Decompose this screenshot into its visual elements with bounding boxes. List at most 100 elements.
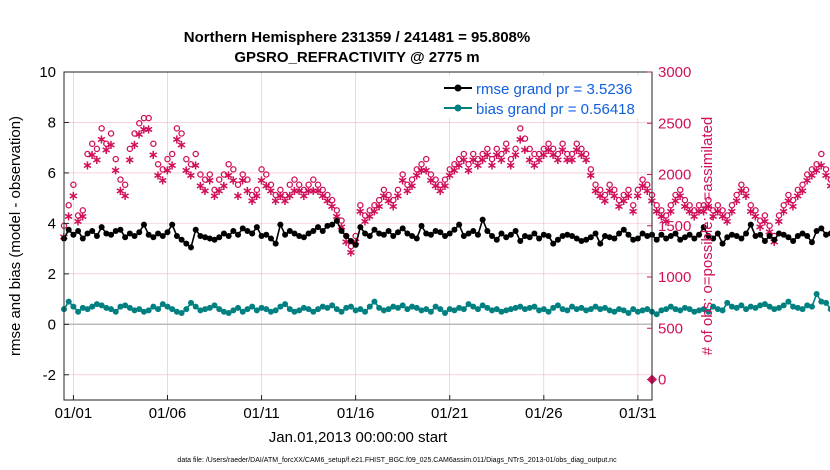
obs-possible-point [535,150,543,158]
obs-assimilated-point: ∗ [186,169,197,184]
bias-point [625,309,632,316]
right-y-tick-label-2: 1000 [658,269,691,286]
rmse-point [818,225,825,232]
bias-point [150,303,157,310]
rmse-point [540,231,547,238]
rmse-point [827,230,830,237]
rmse-point [79,235,86,242]
rmse-point [616,230,623,237]
obs-possible-point [385,191,392,199]
rmse-point [536,235,543,242]
rmse-point [70,231,77,238]
obs-possible-point [775,212,783,219]
obs-assimilated-point: ∗ [661,215,672,230]
rmse-point [315,224,322,231]
obs-possible-point [639,176,646,183]
rmse-point [202,234,209,241]
obs-possible-point [705,196,712,204]
rmse-point [366,233,373,239]
obs-possible-point [286,181,294,188]
bias-point [423,306,430,313]
obs-possible-point [253,186,261,194]
obs-assimilated-point: ∗ [802,174,813,189]
obs-assimilated-point: ∗ [204,174,215,189]
rmse-point [296,233,303,239]
rmse-point [554,236,561,243]
rmse-point [442,233,449,239]
obs-possible-point [592,181,599,188]
obs-assimilated-point: ∗ [717,210,728,225]
obs-assimilated-point: ∗ [463,163,474,178]
bias-point [145,307,152,314]
bias-point [258,304,265,311]
obs-assimilated-point: ∗ [115,184,126,199]
rmse-point [601,233,608,239]
obs-possible-point [112,155,119,163]
obs-possible-point [644,181,651,188]
obs-possible-point [201,176,209,183]
rmse-point [517,238,524,245]
obs-assimilated-point: ∗ [402,184,413,199]
obs-assimilated-point: ∗ [270,194,281,209]
rmse-point [724,234,731,241]
bias-point [371,298,378,305]
bias-point [479,302,486,309]
bias-point [592,303,599,310]
obs-assimilated-point: ∗ [421,163,432,178]
obs-possible-point [404,181,411,188]
bias-point [329,302,336,309]
obs-possible-point [719,207,726,214]
obs-assimilated-point: ∗ [520,143,531,158]
rmse-point [451,226,458,233]
rmse-point [140,221,147,228]
bias-point [418,307,425,314]
bias-point [667,303,674,310]
obs-assimilated-point: ∗ [731,194,742,209]
obs-possible-point [263,171,270,178]
bias-point [474,306,481,313]
bias-point [98,302,105,309]
bias-point [220,308,227,315]
obs-possible-point [681,196,689,204]
bias-point [451,307,458,314]
obs-assimilated-point: ∗ [642,184,653,199]
x-tick-label-5: 01/26 [525,405,563,422]
obs-assimilated-point: ∗ [167,158,178,173]
rmse-point [197,233,204,239]
bias-point [799,306,806,313]
bias-point [653,311,660,318]
bias-point [761,301,768,308]
rmse-point [390,233,397,239]
rmse-point [188,244,195,251]
obs-possible-point [164,155,171,163]
bias-point [230,307,237,314]
obs-assimilated-point: ∗ [449,163,460,178]
rmse-point [253,224,260,231]
rmse-point [362,230,369,237]
rmse-point [239,225,246,232]
bias-point [465,301,472,308]
rmse-point [112,227,119,234]
obs-assimilated-point: ∗ [68,189,79,204]
rmse-point [681,234,688,241]
bias-point [155,306,162,313]
obs-possible-point [107,130,115,137]
obs-possible-point [131,130,138,137]
obs-assimilated-point: ∗ [811,163,822,178]
obs-assimilated-point: ∗ [675,189,686,204]
bias-point [710,303,717,310]
obs-assimilated-point: ∗ [416,163,427,178]
bias-point [743,306,750,313]
rmse-point [263,231,270,238]
rmse-point [371,226,378,233]
obs-possible-point [211,186,218,194]
obs-assimilated-point: ∗ [534,153,545,168]
rmse-point [272,240,279,247]
bias-point [757,302,764,309]
rmse-point [192,226,199,233]
right-y-tick-label-6: 3000 [658,64,691,81]
obs-possible-point [154,160,162,168]
obs-assimilated-point: ∗ [689,210,700,225]
chart-title-line1: Northern Hemisphere 231359 / 241481 = 95… [184,29,530,46]
obs-assimilated-point: ∗ [505,158,516,173]
